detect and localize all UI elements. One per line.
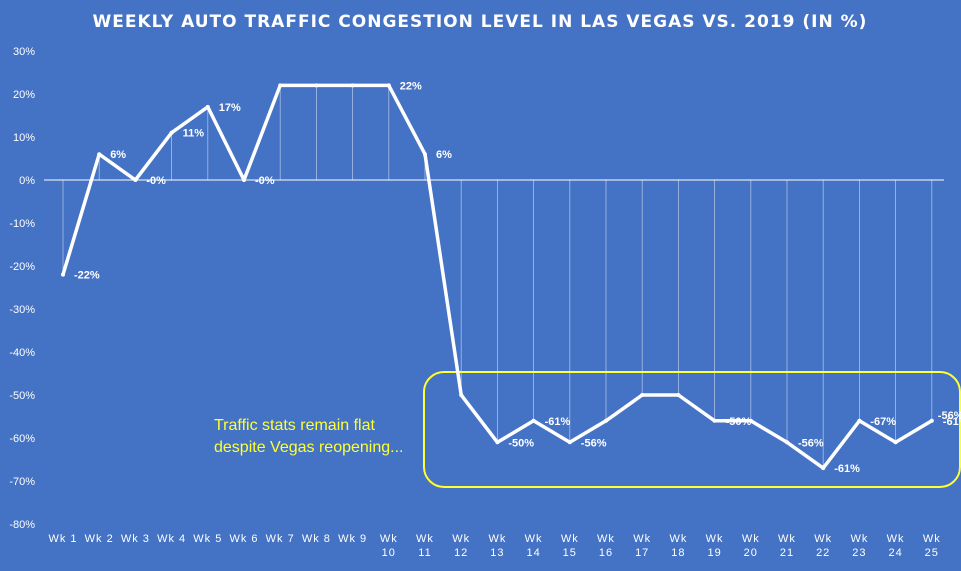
data-label: -56%	[798, 437, 824, 449]
data-label: 17%	[219, 102, 241, 114]
x-tick-label: Wk 21	[778, 533, 796, 559]
data-label: -22%	[74, 270, 100, 282]
data-point	[893, 440, 898, 445]
y-tick-label: 0%	[19, 175, 35, 187]
y-tick-label: -30%	[9, 304, 35, 316]
x-tick-label: Wk 5	[193, 533, 222, 545]
data-point	[676, 393, 681, 397]
data-point	[133, 178, 138, 182]
data-point	[531, 418, 536, 423]
data-label: 11%	[183, 128, 205, 140]
x-tick-label: Wk 25	[923, 533, 941, 559]
data-point	[640, 393, 645, 397]
data-point	[278, 83, 283, 88]
highlight-box	[423, 371, 961, 488]
y-tick-label: -40%	[9, 347, 35, 359]
data-label: -0%	[255, 175, 275, 187]
data-label: -56%	[581, 437, 607, 449]
x-tick-label: Wk 24	[887, 533, 905, 559]
annotation-text: Traffic stats remain flat despite Vegas …	[214, 417, 403, 456]
x-tick-label: Wk 11	[416, 533, 434, 559]
data-label: -67%	[870, 416, 896, 428]
x-tick-label: Wk 14	[525, 533, 543, 559]
x-tick-label: Wk 6	[229, 533, 258, 545]
data-point	[567, 440, 572, 445]
x-tick-label: Wk 18	[669, 533, 687, 559]
data-point	[712, 418, 717, 423]
data-point	[350, 83, 355, 88]
data-point	[97, 152, 102, 157]
data-point	[459, 393, 464, 397]
y-tick-label: -80%	[9, 519, 35, 531]
data-label: -50%	[508, 437, 534, 449]
data-point	[857, 418, 862, 423]
data-label: -50%	[726, 416, 752, 428]
x-tick-label: Wk 19	[706, 533, 724, 559]
data-label: -61%	[545, 416, 571, 428]
x-tick-label: Wk 22	[814, 533, 832, 559]
x-tick-label: Wk 3	[121, 533, 150, 545]
data-point	[314, 83, 319, 88]
x-tick-label: Wk 10	[380, 533, 398, 559]
x-tick-label: Wk 23	[850, 533, 868, 559]
x-tick-label: Wk 13	[488, 533, 506, 559]
data-point	[242, 178, 246, 182]
y-tick-label: -70%	[9, 476, 35, 488]
data-point	[821, 466, 826, 471]
y-tick-label: 30%	[13, 46, 35, 58]
x-tick-label: Wk 7	[266, 533, 295, 545]
data-label: 22%	[400, 80, 422, 92]
data-point	[205, 104, 210, 109]
x-tick-label: Wk 9	[338, 533, 367, 545]
annotation-line-1: Traffic stats remain flat	[214, 417, 375, 434]
data-point	[61, 272, 65, 277]
data-point	[423, 152, 427, 157]
x-tick-label: Wk 1	[48, 533, 77, 545]
data-label: -61%	[834, 463, 860, 475]
x-tick-label: Wk 20	[742, 533, 760, 559]
data-label: 6%	[436, 149, 452, 161]
y-tick-label: 20%	[13, 89, 35, 101]
y-tick-label: 10%	[13, 132, 35, 144]
data-point	[604, 418, 608, 423]
annotation-line-2: despite Vegas reopening...	[214, 439, 403, 456]
data-label: 6%	[110, 149, 126, 161]
data-point	[748, 418, 753, 423]
data-point	[785, 440, 789, 445]
y-tick-label: -60%	[9, 433, 35, 445]
x-tick-label: Wk 16	[597, 533, 615, 559]
data-label: -56%	[938, 410, 961, 422]
y-tick-label: -10%	[9, 218, 35, 230]
y-tick-label: -50%	[9, 390, 35, 402]
x-tick-label: Wk 4	[157, 533, 186, 545]
x-tick-label: Wk 8	[302, 533, 331, 545]
data-label: -61%	[943, 416, 961, 428]
x-tick-label: Wk 2	[85, 533, 114, 545]
data-point	[495, 440, 500, 445]
data-point	[169, 130, 174, 135]
x-tick-label: Wk 15	[561, 533, 579, 559]
data-point	[929, 418, 934, 423]
x-tick-label: Wk 12	[452, 533, 470, 559]
data-label: -0%	[146, 175, 166, 187]
data-point	[386, 83, 391, 88]
x-tick-label: Wk 17	[633, 533, 651, 559]
y-tick-label: -20%	[9, 261, 35, 273]
chart-title: WEEKLY AUTO TRAFFIC CONGESTION LEVEL IN …	[93, 12, 868, 32]
